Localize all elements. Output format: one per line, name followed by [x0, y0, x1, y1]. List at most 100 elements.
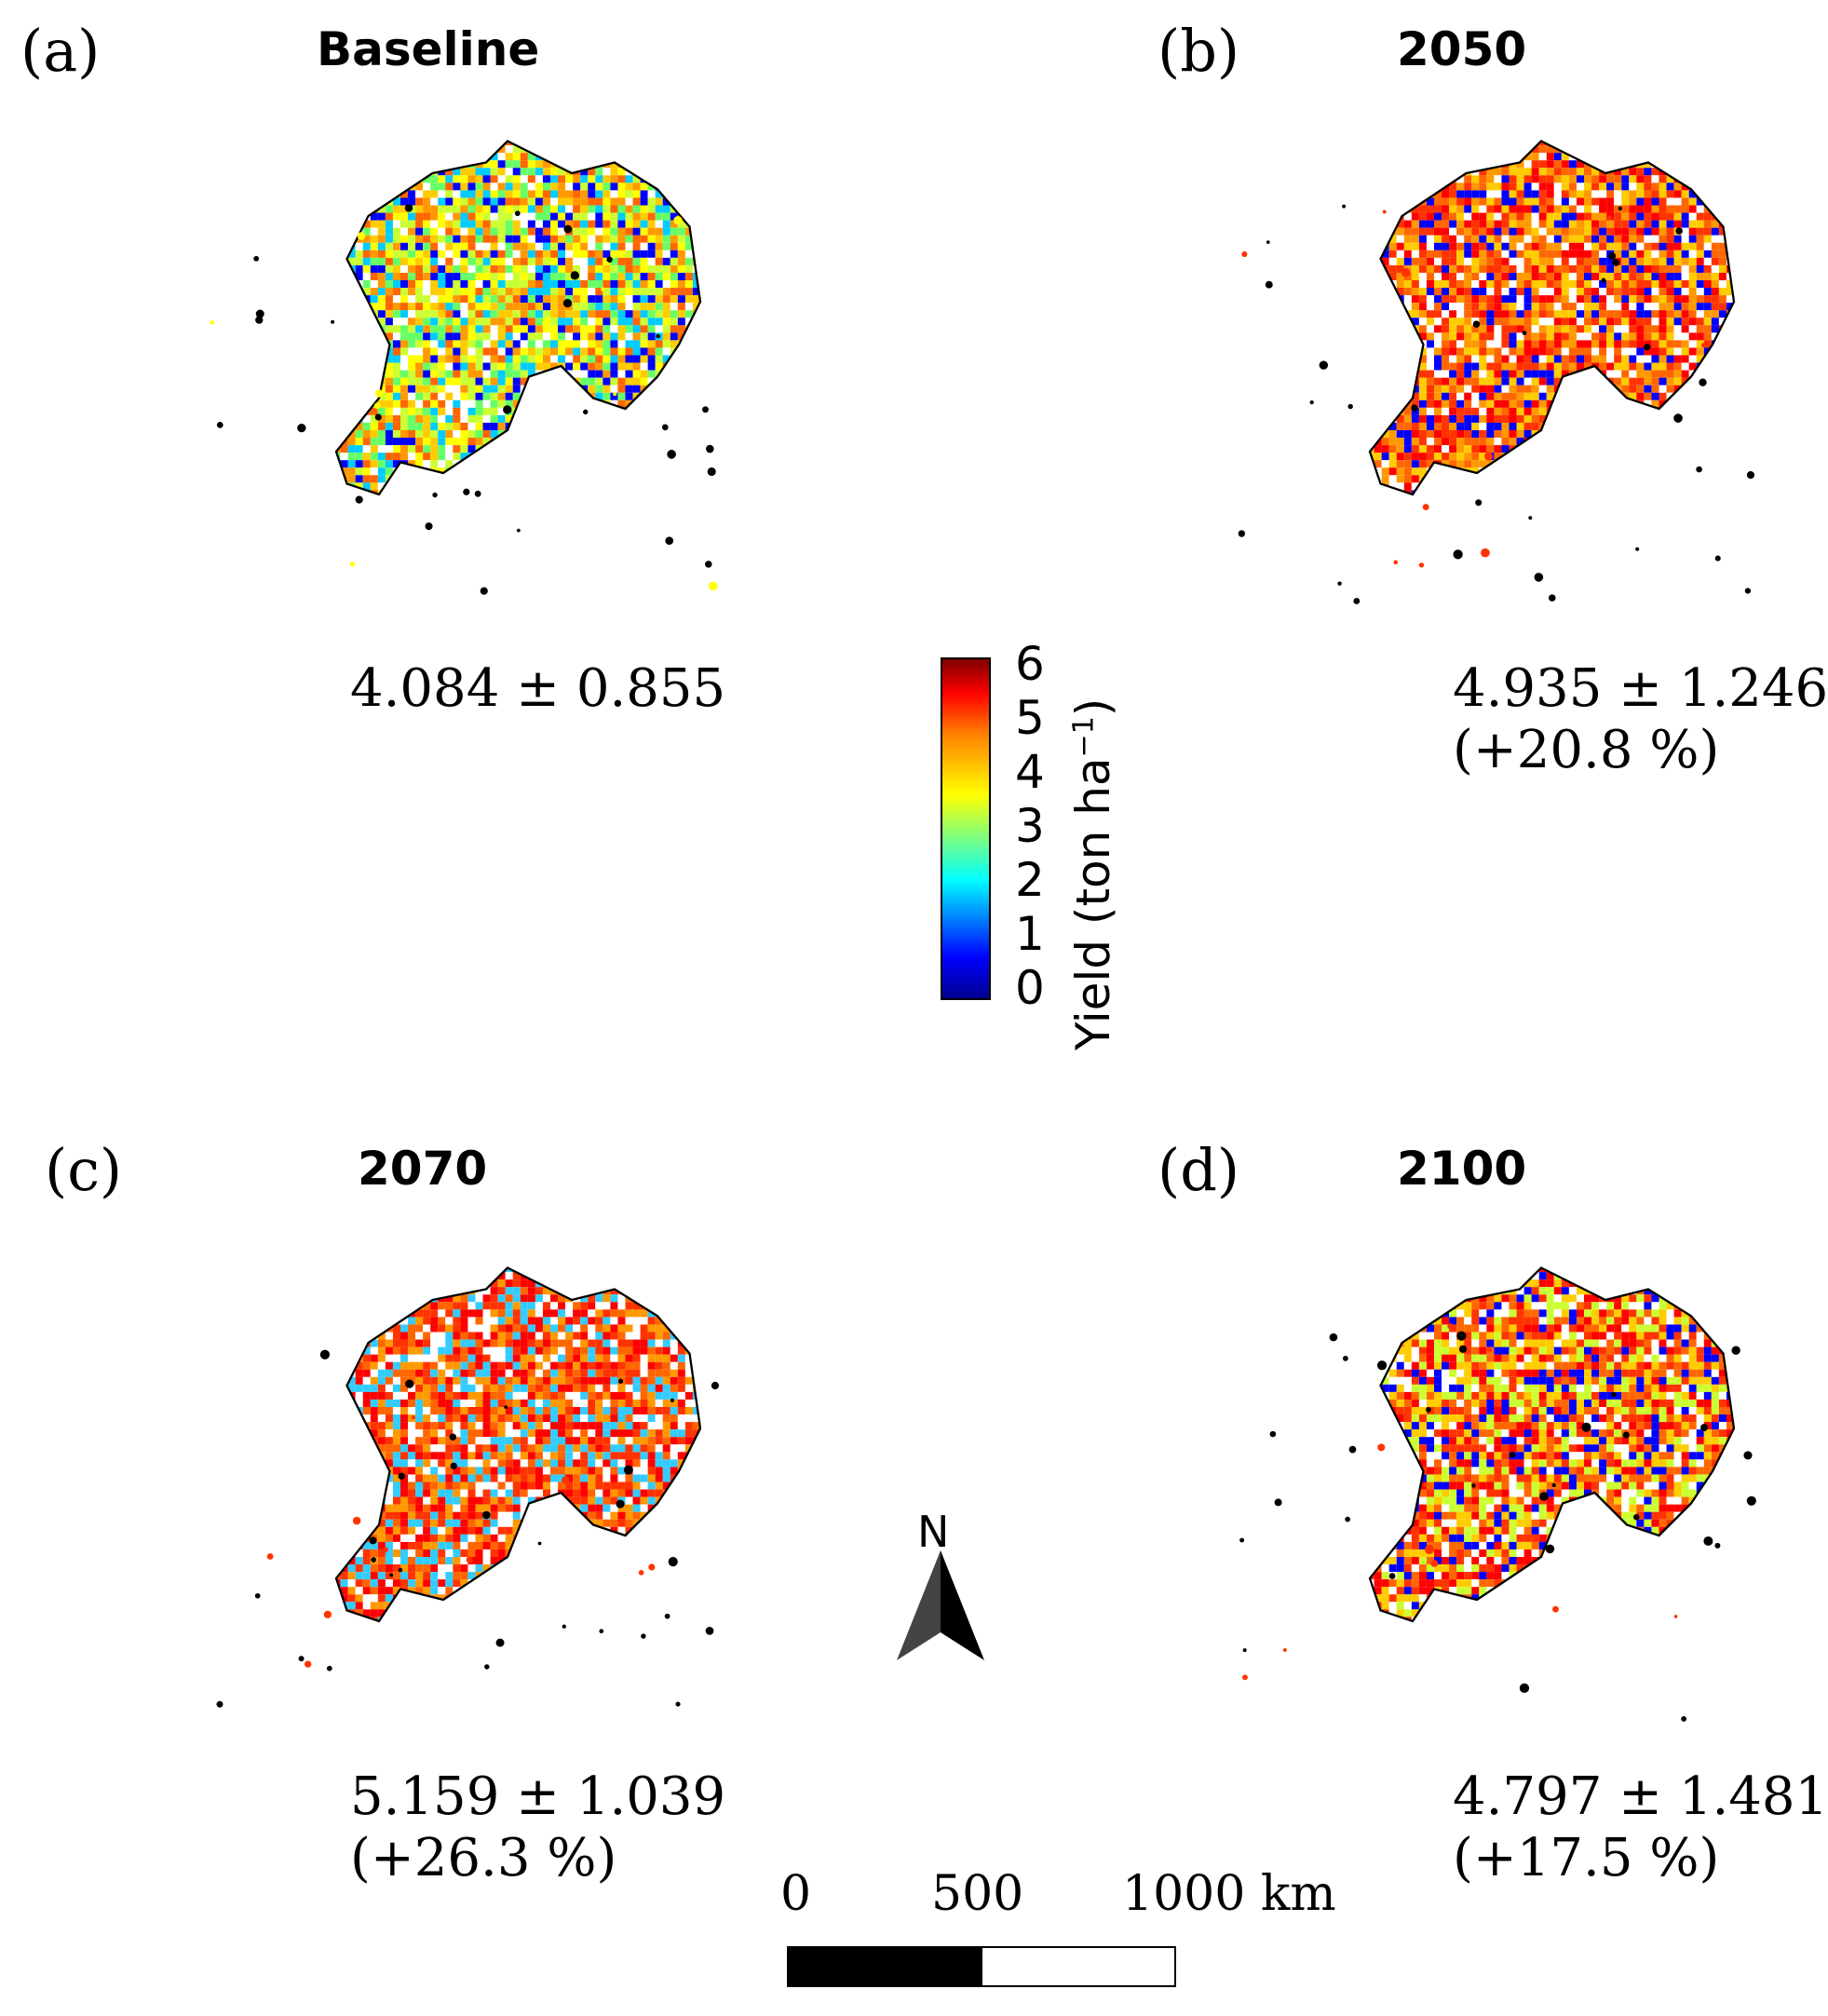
yield-cell — [430, 235, 439, 243]
yield-cell — [655, 453, 663, 461]
yield-cell — [1464, 205, 1472, 213]
yield-cell — [1614, 318, 1622, 326]
yield-cell — [1673, 242, 1682, 250]
yield-cell — [415, 197, 424, 206]
yield-cell — [588, 340, 596, 348]
yield-cell — [1426, 295, 1434, 304]
yield-cell — [1591, 212, 1600, 221]
yield-cell — [408, 257, 416, 265]
yield-cell — [1629, 257, 1637, 265]
yield-cell — [408, 303, 416, 311]
yield-cell — [1584, 422, 1592, 430]
yield-cell — [1538, 264, 1547, 273]
yield-cell — [595, 130, 603, 138]
yield-cell — [1479, 205, 1487, 213]
yield-cell — [460, 445, 468, 453]
yield-cell — [1688, 310, 1697, 318]
yield-cell — [1703, 295, 1712, 304]
yield-cell — [453, 168, 461, 176]
yield-cell — [1711, 445, 1719, 453]
yield-cell — [408, 325, 416, 333]
yield-cell — [335, 407, 341, 415]
yield-cell — [1666, 153, 1674, 161]
yield-cell — [1538, 325, 1547, 333]
yield-cell — [1614, 250, 1622, 258]
yield-cell — [610, 153, 618, 161]
yield-cell — [1696, 438, 1704, 446]
yield-cell — [400, 497, 408, 505]
yield-cell — [603, 250, 611, 258]
yield-cell — [1449, 205, 1457, 213]
yield-cell — [1614, 288, 1622, 296]
yield-cell — [670, 257, 678, 265]
yield-cell — [542, 295, 550, 304]
yield-cell — [625, 264, 633, 273]
yield-cell — [445, 227, 454, 236]
yield-cell — [400, 385, 409, 393]
yield-cell — [1523, 407, 1532, 415]
yield-cell — [1516, 318, 1524, 326]
yield-cell — [408, 453, 416, 461]
yield-cell — [415, 227, 424, 236]
yield-cell — [1374, 242, 1382, 250]
yield-cell — [1388, 205, 1397, 213]
yield-cell — [1471, 453, 1480, 461]
yield-cell — [1523, 272, 1532, 280]
yield-cell — [1584, 362, 1592, 371]
yield-cell — [1718, 205, 1726, 213]
yield-cell — [1568, 220, 1577, 228]
yield-cell — [453, 141, 461, 146]
yield-cell — [633, 497, 641, 505]
yield-cell — [1546, 183, 1554, 191]
yield-cell — [430, 141, 439, 146]
yield-cell — [1734, 265, 1741, 273]
yield-cell — [423, 430, 431, 439]
yield-cell — [512, 377, 521, 386]
yield-cell — [1584, 250, 1592, 258]
yield-cell — [1614, 227, 1622, 236]
yield-cell — [1471, 430, 1480, 439]
yield-cell — [1418, 355, 1427, 363]
yield-cell — [340, 414, 348, 423]
yield-cell — [558, 141, 566, 146]
yield-cell — [1621, 190, 1630, 198]
yield-cell — [1614, 414, 1622, 423]
yield-cell — [1442, 414, 1450, 423]
yield-cell — [632, 340, 641, 348]
yield-cell — [1561, 453, 1569, 461]
yield-cell — [1621, 264, 1630, 273]
yield-cell — [1614, 153, 1622, 161]
yield-cell — [1666, 422, 1674, 430]
yield-cell — [527, 160, 535, 169]
yield-cell — [1734, 393, 1741, 400]
yield-cell — [1434, 190, 1442, 198]
yield-cell — [550, 205, 559, 213]
yield-cell — [497, 453, 506, 461]
yield-cell — [662, 257, 670, 265]
island-mark — [255, 316, 264, 324]
yield-cell — [377, 318, 386, 326]
yield-cell — [1538, 399, 1547, 408]
yield-cell — [1426, 303, 1434, 311]
yield-cell — [1561, 280, 1569, 289]
yield-cell — [430, 205, 439, 213]
yield-cell — [595, 453, 603, 461]
yield-cell — [370, 257, 378, 265]
yield-cell — [1599, 392, 1607, 400]
yield-cell — [617, 141, 626, 146]
yield-cell — [1576, 295, 1584, 304]
yield-cell — [1456, 220, 1465, 228]
yield-cell — [445, 175, 454, 183]
yield-cell — [1509, 288, 1517, 296]
yield-cell — [392, 272, 400, 280]
yield-cell — [355, 370, 363, 378]
yield-cell — [326, 347, 333, 355]
yield-cell — [640, 205, 648, 213]
yield-cell — [1449, 212, 1457, 221]
yield-cell — [647, 153, 656, 161]
yield-cell — [1516, 355, 1524, 363]
yield-cell — [370, 220, 378, 228]
yield-cell — [670, 280, 678, 289]
yield-cell — [1479, 407, 1487, 415]
yield-cell — [603, 362, 611, 371]
